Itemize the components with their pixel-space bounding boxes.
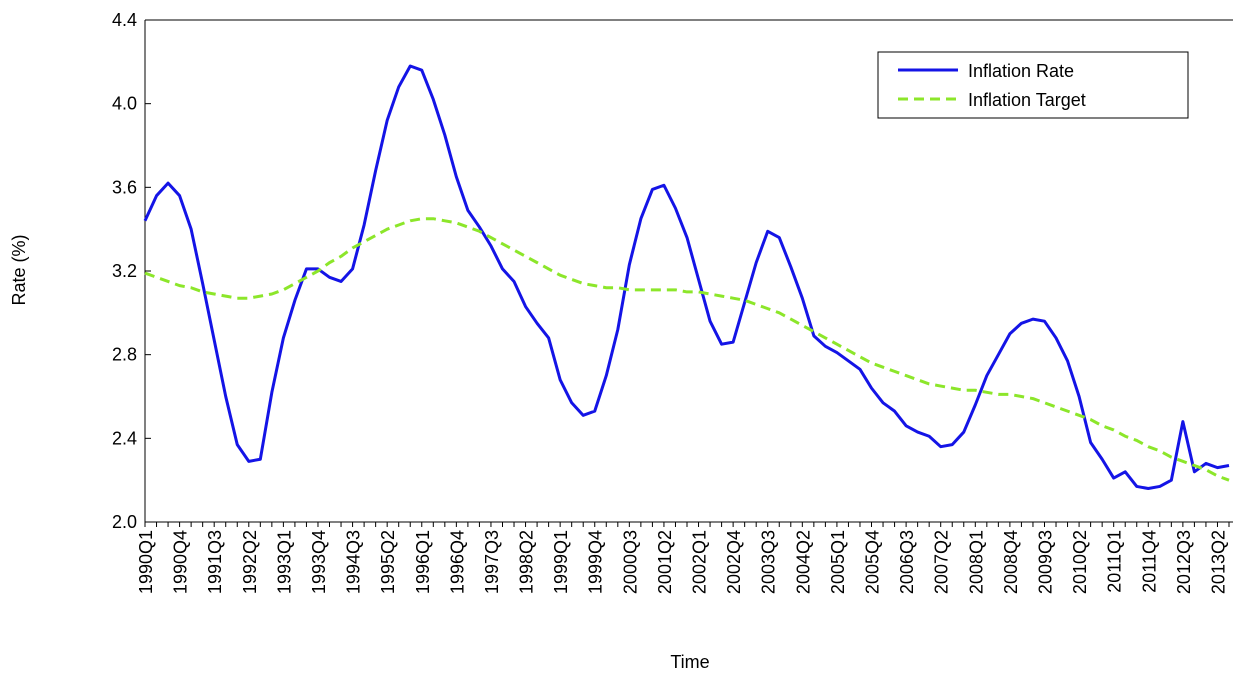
- x-tick-label: 1991Q3: [205, 530, 225, 594]
- legend-label: Inflation Target: [968, 90, 1086, 110]
- x-tick-label: 1996Q1: [413, 530, 433, 594]
- x-tick-label: 2006Q3: [897, 530, 917, 594]
- y-tick-label: 3.6: [112, 177, 137, 197]
- x-tick-label: 1999Q1: [551, 530, 571, 594]
- x-tick-label: 2002Q1: [690, 530, 710, 594]
- y-tick-label: 2.0: [112, 512, 137, 532]
- x-tick-label: 2003Q3: [759, 530, 779, 594]
- x-tick-label: 2005Q1: [828, 530, 848, 594]
- x-tick-label: 1994Q3: [344, 530, 364, 594]
- x-tick-label: 2001Q2: [655, 530, 675, 594]
- x-tick-label: 2012Q3: [1174, 530, 1194, 594]
- x-tick-label: 1990Q1: [136, 530, 156, 594]
- x-tick-label: 2007Q2: [932, 530, 952, 594]
- x-tick-label: 2002Q4: [724, 530, 744, 594]
- x-tick-label: 2010Q2: [1070, 530, 1090, 594]
- x-tick-label: 2005Q4: [863, 530, 883, 594]
- x-tick-label: 1993Q1: [274, 530, 294, 594]
- line-series: [144, 217, 1230, 482]
- x-tick-label: 1999Q4: [586, 530, 606, 594]
- x-tick-label: 2000Q3: [620, 530, 640, 594]
- y-tick-label: 2.8: [112, 345, 137, 365]
- y-axis-label: Rate (%): [9, 234, 29, 305]
- y-tick-label: 4.0: [112, 94, 137, 114]
- y-tick-label: 2.4: [112, 428, 137, 448]
- legend-label: Inflation Rate: [968, 61, 1074, 81]
- x-tick-label: 2013Q2: [1208, 530, 1228, 594]
- x-tick-label: 2008Q1: [966, 530, 986, 594]
- x-tick-label: 1992Q2: [240, 530, 260, 594]
- y-tick-label: 4.4: [112, 10, 137, 30]
- x-tick-label: 2004Q2: [793, 530, 813, 594]
- line-series: [143, 64, 1230, 491]
- y-tick-label: 3.2: [112, 261, 137, 281]
- x-axis-label: Time: [670, 652, 709, 672]
- x-tick-label: 1990Q4: [171, 530, 191, 594]
- legend-box: [877, 51, 1189, 119]
- x-tick-label: 1998Q2: [517, 530, 537, 594]
- x-tick-label: 2011Q1: [1105, 530, 1125, 593]
- x-tick-label: 1993Q4: [309, 530, 329, 594]
- x-tick-label: 2011Q4: [1139, 530, 1159, 593]
- x-tick-label: 1996Q4: [447, 530, 467, 594]
- x-tick-label: 2008Q4: [1001, 530, 1021, 594]
- x-tick-label: 2009Q3: [1035, 530, 1055, 594]
- x-tick-label: 1995Q2: [378, 530, 398, 594]
- x-tick-label: 1997Q3: [482, 530, 502, 594]
